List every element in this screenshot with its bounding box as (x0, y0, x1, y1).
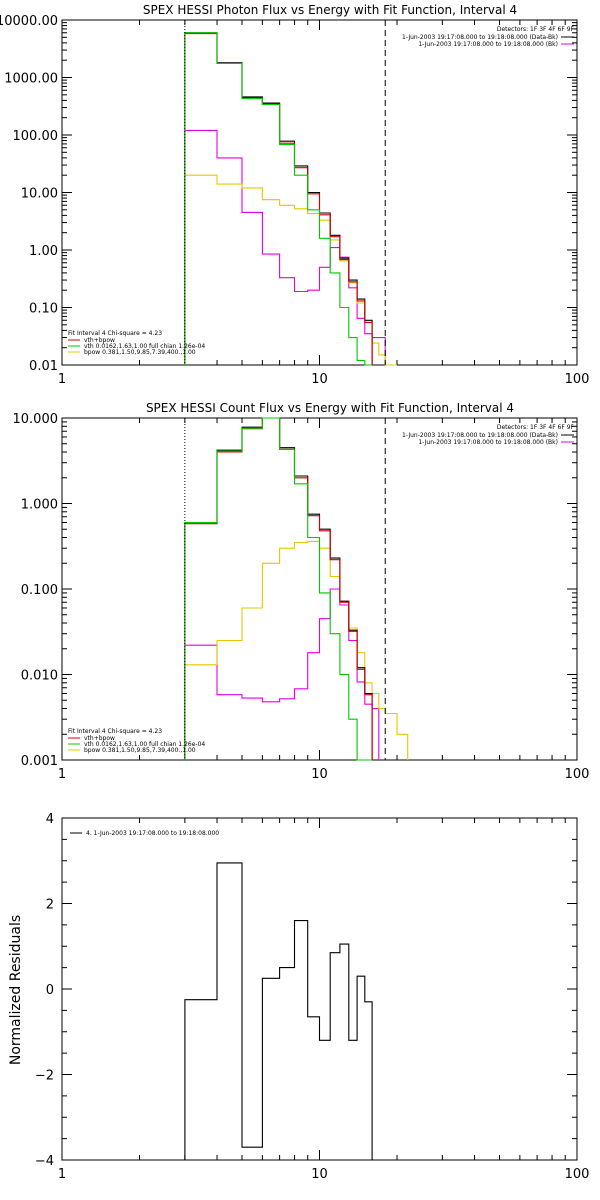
y-tick-label: 10.000 (13, 412, 59, 427)
series-data-line (184, 417, 373, 760)
residuals-ylabel: Normalized Residuals (8, 915, 24, 1065)
photon-panel-title: SPEX HESSI Photon Flux vs Energy with Fi… (143, 3, 517, 17)
residuals-line (184, 862, 373, 1160)
y-tick-label: 0.100 (21, 583, 58, 598)
count-time-legend-1: 1-Jun-2003 19:17:08.000 to 19:18:08.000 … (402, 432, 558, 439)
y-tick-label: 0.001 (21, 754, 58, 769)
y-tick-label: 100.00 (13, 129, 59, 144)
series-vth-plus-bpow-line (184, 417, 373, 760)
count-fit-legend-header: Fit Interval 4 Chi-square = 4.23 (68, 728, 162, 735)
series-data-line (184, 32, 373, 365)
count-panel-title: SPEX HESSI Count Flux vs Energy with Fit… (146, 401, 514, 415)
photon-fit-legend-header: Fit Interval 4 Chi-square = 4.23 (68, 330, 162, 337)
x-tick-label: 1 (58, 767, 66, 782)
series-vth-line (184, 417, 373, 761)
count-fit-legend-item-2: vth 0.0162,1.63,1.00 full chian 1.26e-04 (84, 741, 205, 748)
series-bpow-line (184, 174, 397, 366)
x-tick-label: 100 (565, 767, 590, 782)
photon-flux-panel: SPEX HESSI Photon Flux vs Energy with Fi… (0, 3, 589, 387)
x-tick-label: 100 (565, 1167, 590, 1182)
x-tick-label: 100 (565, 372, 590, 387)
photon-detectors-label: Detectors: 1F 3F 4F 6F 9F (497, 26, 575, 33)
count-fit-legend-item-1: vth+bpow (84, 735, 115, 742)
residuals-legend: 4. 1-Jun-2003 19:17:08.000 to 19:18:08.0… (86, 830, 219, 837)
y-tick-label: 1.000 (21, 498, 58, 513)
y-tick-label: 10000.00 (0, 14, 58, 29)
photon-fit-legend-item-2: vth 0.0162,1.63,1.00 full chian 1.26e-04 (84, 343, 205, 350)
x-tick-label: 10 (311, 1167, 328, 1182)
x-tick-label: 1 (58, 372, 66, 387)
series-bk-line (184, 129, 386, 365)
y-tick-label: 0 (46, 983, 54, 998)
series-vth-line (184, 32, 373, 366)
x-tick-label: 10 (311, 372, 328, 387)
y-tick-label: 4 (46, 812, 54, 827)
count-detectors-label: Detectors: 1F 3F 4F 6F 9F (497, 424, 575, 431)
y-tick-label: 1.00 (29, 244, 58, 259)
count-time-legend-2: 1-Jun-2003 19:17:08.000 to 19:18:08.000 … (418, 439, 558, 446)
photon-fit-legend-item-3: bpow 0.381,1.50,9.85,7.39,400.,1.00 (84, 349, 196, 356)
residuals-plot-frame (61, 817, 578, 1161)
photon-fit-legend-item-1: vth+bpow (84, 337, 115, 344)
photon-time-legend-2: 1-Jun-2003 19:17:08.000 to 19:18:08.000 … (418, 41, 558, 48)
y-tick-label: 0.10 (29, 302, 58, 317)
y-tick-label: 10.00 (21, 187, 58, 202)
photon-time-legend-1: 1-Jun-2003 19:17:08.000 to 19:18:08.000 … (402, 34, 558, 41)
y-tick-label: 2 (46, 898, 54, 913)
x-tick-label: 10 (311, 767, 328, 782)
count-flux-panel: SPEX HESSI Count Flux vs Energy with Fit… (13, 401, 590, 782)
x-tick-label: 1 (58, 1167, 66, 1182)
y-tick-label: 0.010 (21, 669, 58, 684)
count-fit-legend-item-3: bpow 0.381,1.50,9.85,7.39,400.,1.00 (84, 747, 196, 754)
y-tick-label: −4 (35, 1154, 54, 1169)
y-tick-label: −2 (35, 1069, 54, 1084)
series-bpow-line (184, 540, 409, 760)
y-tick-label: 0.01 (29, 359, 58, 374)
series-bk-line (184, 588, 380, 760)
y-tick-label: 1000.00 (4, 72, 58, 87)
residuals-panel: 1 10 100 4 2 0 −2 −4 Normalized Residuals 4. 1-… (8, 812, 589, 1182)
